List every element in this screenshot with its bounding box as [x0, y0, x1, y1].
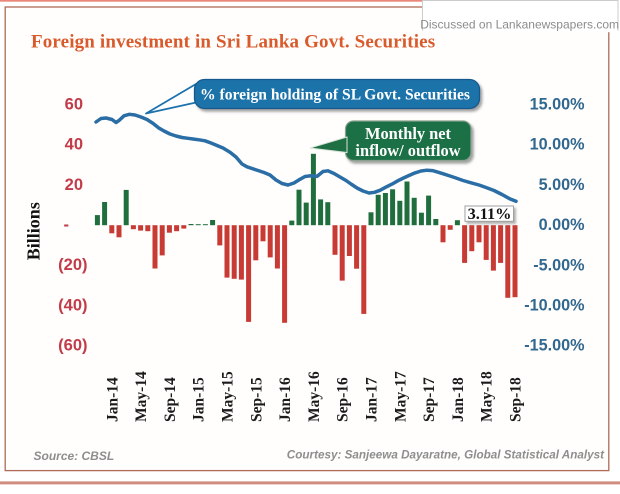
svg-text:Courtesy: Sanjeewa Dayaratne,: Courtesy: Sanjeewa Dayaratne, Global Sta…	[287, 449, 605, 462]
svg-text:May-17: May-17	[392, 371, 409, 422]
svg-text:Sep-18: Sep-18	[508, 377, 525, 422]
svg-text:% foreign holding of SL Govt.: % foreign holding of SL Govt. Securities	[200, 87, 470, 104]
svg-text:May-15: May-15	[220, 371, 237, 422]
svg-text:May-18: May-18	[479, 371, 496, 422]
svg-text:10.00%: 10.00%	[530, 136, 585, 154]
svg-text:40: 40	[65, 136, 83, 154]
svg-text:Monthly net: Monthly net	[365, 124, 452, 143]
svg-text:(20): (20)	[58, 256, 87, 274]
svg-text:(60): (60)	[58, 337, 87, 355]
svg-text:(40): (40)	[58, 296, 87, 314]
svg-text:-15.00%: -15.00%	[524, 337, 584, 355]
svg-text:May-14: May-14	[133, 371, 150, 422]
svg-text:Sep-16: Sep-16	[335, 377, 352, 422]
svg-text:Jan-14: Jan-14	[104, 377, 121, 422]
svg-text:May-16: May-16	[306, 371, 323, 422]
svg-text:Source: CBSL: Source: CBSL	[34, 449, 115, 463]
svg-text:3.11%: 3.11%	[468, 204, 512, 223]
svg-text:Sep-17: Sep-17	[421, 377, 438, 422]
svg-text:Jan-16: Jan-16	[277, 377, 294, 422]
svg-text:Jan-17: Jan-17	[364, 377, 381, 422]
svg-text:20: 20	[65, 176, 83, 194]
svg-text:Discussed on Lankanewspapers.c: Discussed on Lankanewspapers.com	[420, 18, 619, 32]
svg-text:Foreign investment in Sri Lank: Foreign investment in Sri Lanka Govt. Se…	[31, 32, 435, 53]
svg-text:Sep-15: Sep-15	[248, 377, 265, 422]
svg-text:Jan-15: Jan-15	[191, 377, 208, 422]
svg-text:0.00%: 0.00%	[539, 216, 585, 234]
svg-text:5.00%: 5.00%	[539, 176, 585, 194]
svg-text:Sep-14: Sep-14	[162, 377, 179, 422]
svg-text:60: 60	[65, 95, 83, 113]
svg-text:Billions: Billions	[23, 202, 43, 260]
svg-text:-5.00%: -5.00%	[533, 256, 584, 274]
svg-text:inflow/ outflow: inflow/ outflow	[355, 141, 460, 160]
svg-text:-: -	[64, 216, 70, 234]
svg-text:Jan-18: Jan-18	[450, 377, 467, 422]
svg-text:-10.00%: -10.00%	[524, 297, 584, 315]
svg-text:15.00%: 15.00%	[530, 96, 585, 114]
